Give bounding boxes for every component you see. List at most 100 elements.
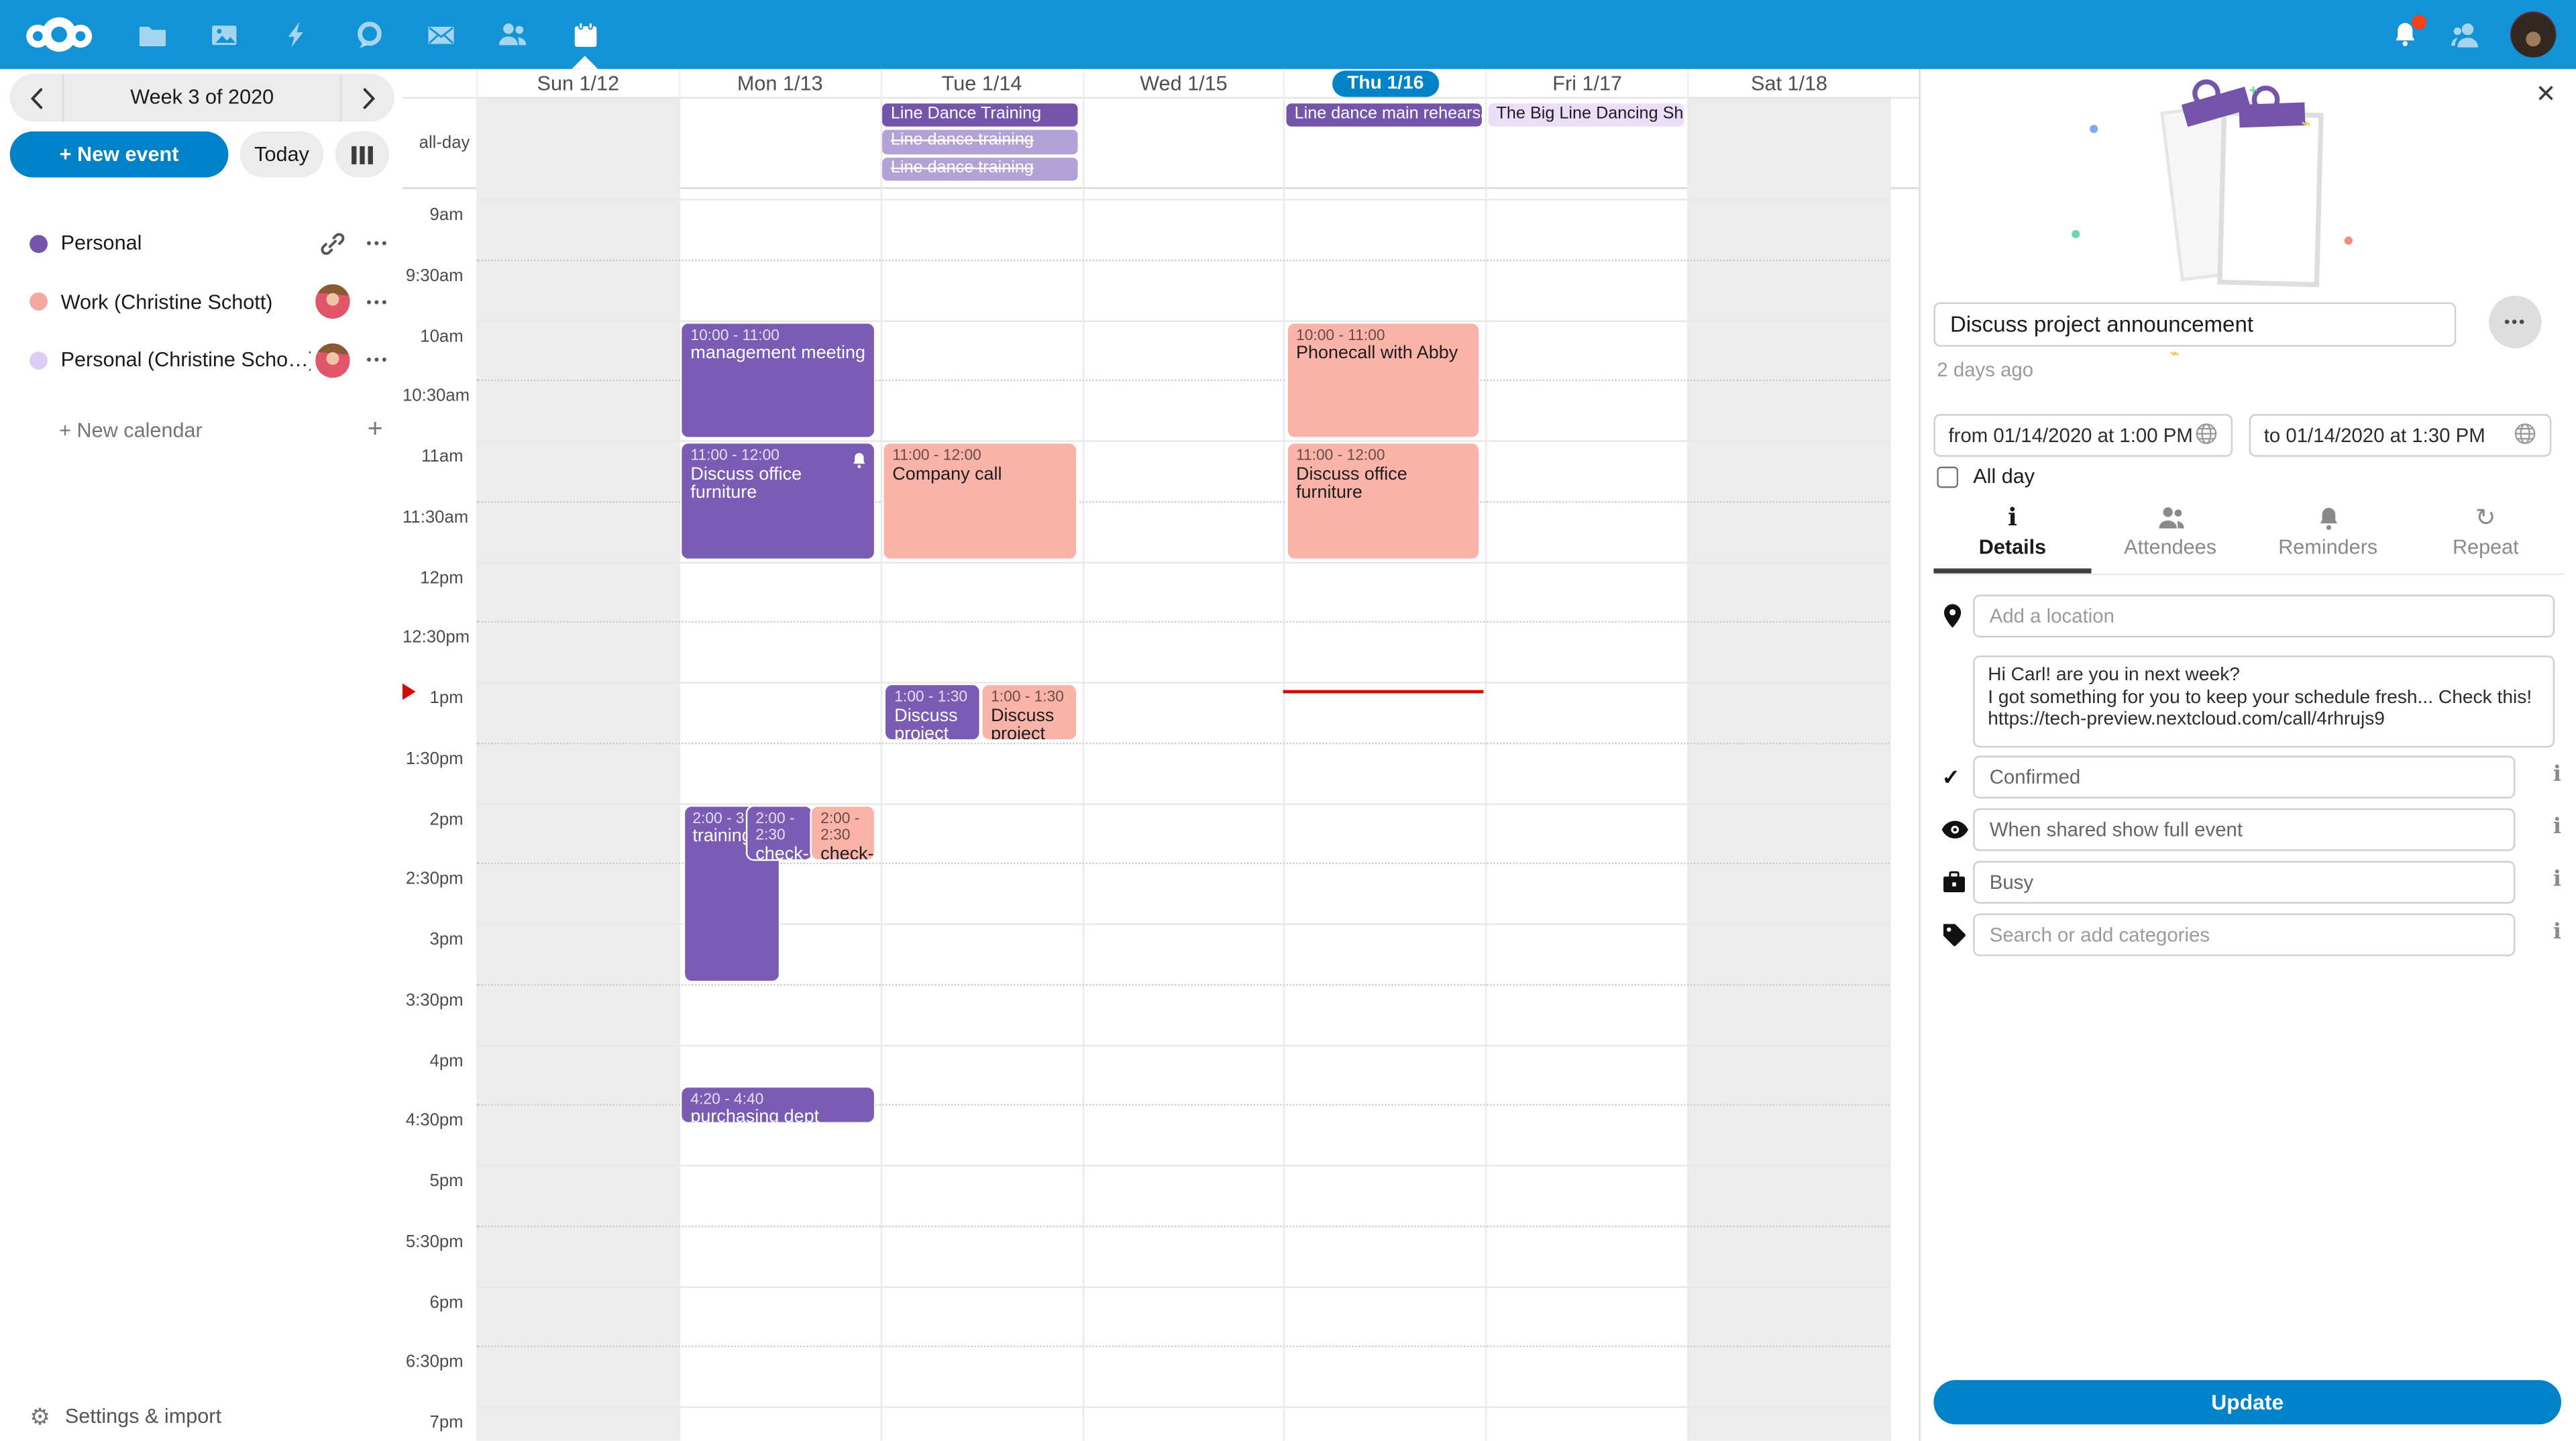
calendar-event[interactable]: 10:00 - 11:00 Phonecall with Abby xyxy=(1286,321,1481,439)
calendar-color-dot[interactable] xyxy=(30,292,48,311)
allday-cell[interactable] xyxy=(1687,98,1890,189)
calendar-event[interactable]: 11:00 - 12:00 Company call xyxy=(882,441,1077,559)
time-grid[interactable]: 9am 9:30am 10am 10:30am 11am 11:30am 12pm 12:30… xyxy=(402,189,1919,1441)
new-calendar-button[interactable]: + New calendar + xyxy=(0,406,402,455)
briefcase-icon xyxy=(1942,871,1967,894)
tab-repeat[interactable]: ↻ Repeat xyxy=(2407,499,2565,573)
all-day-event[interactable]: Line dance main rehearsal xyxy=(1286,103,1482,127)
tab-attendees[interactable]: Attendees xyxy=(2092,499,2249,573)
freebusy-select[interactable]: Busy xyxy=(1973,861,2516,904)
visibility-row: When shared show full event i xyxy=(1921,808,2576,851)
activity-app-icon[interactable] xyxy=(260,0,332,69)
day-column[interactable] xyxy=(1687,189,1890,1441)
end-datetime-field[interactable]: to 01/14/2020 at 1:30 PM xyxy=(2249,414,2552,457)
visibility-select[interactable]: When shared show full event xyxy=(1973,808,2516,851)
notifications-bell-icon[interactable] xyxy=(2390,15,2427,49)
today-button[interactable]: Today xyxy=(239,131,324,178)
event-actions-menu-button[interactable]: ••• xyxy=(2489,295,2542,349)
location-input[interactable] xyxy=(1973,594,2555,638)
allday-cell[interactable] xyxy=(879,98,1082,189)
tab-details[interactable]: i Details xyxy=(1933,499,2092,574)
mail-app-icon[interactable] xyxy=(404,0,476,69)
day-column[interactable] xyxy=(1485,189,1688,1441)
calendar-color-dot[interactable] xyxy=(30,233,48,252)
status-row: ✓ Confirmed i xyxy=(1921,755,2576,799)
reminders-bell-icon xyxy=(2316,504,2341,533)
allday-cell[interactable] xyxy=(1081,98,1284,189)
talk-app-icon[interactable] xyxy=(332,0,405,69)
status-info-icon[interactable]: i xyxy=(2553,762,2561,788)
all-day-event[interactable]: The Big Line Dancing Show xyxy=(1488,103,1684,127)
day-column[interactable] xyxy=(1081,189,1284,1441)
all-day-checkbox-label: All day xyxy=(1973,465,2035,488)
day-column[interactable] xyxy=(1283,189,1486,1441)
settings-import-button[interactable]: ⚙ Settings & import xyxy=(0,1398,402,1434)
view-toggle-button[interactable] xyxy=(335,131,390,178)
calendar-event[interactable]: 1:00 - 1:30 Discuss project xyxy=(981,683,1078,741)
timezone-globe-icon[interactable] xyxy=(2514,421,2536,449)
calendar-event[interactable]: 2:00 - 3:30 training xyxy=(682,804,782,982)
previous-week-button[interactable] xyxy=(10,74,64,122)
event-title-input[interactable] xyxy=(1933,302,2457,347)
event-time: 1:00 - 1:30 xyxy=(991,688,1064,705)
allday-cell[interactable] xyxy=(1283,98,1486,189)
contacts-app-icon[interactable] xyxy=(476,0,549,69)
calendar-menu-button[interactable]: ••• xyxy=(366,352,390,368)
allday-cell[interactable] xyxy=(678,98,880,189)
start-datetime-field[interactable]: from 01/14/2020 at 1:00 PM xyxy=(1933,414,2233,457)
share-link-icon[interactable] xyxy=(311,231,354,256)
info-icon: i xyxy=(2007,502,2017,533)
day-column[interactable] xyxy=(678,189,880,1441)
calendar-event[interactable]: 10:00 - 11:00 management meeting xyxy=(680,321,875,439)
nextcloud-logo-icon[interactable] xyxy=(25,11,94,66)
all-day-event[interactable]: Line Dance Training xyxy=(882,103,1078,127)
calendar-list-item[interactable]: Personal (Christine Scho…) ••• xyxy=(0,332,402,388)
all-day-checkbox-row[interactable]: All day xyxy=(1937,465,2035,488)
status-select[interactable]: Confirmed xyxy=(1973,755,2516,799)
allday-cell[interactable] xyxy=(476,98,679,189)
categories-input[interactable] xyxy=(1973,913,2516,957)
calendar-menu-button[interactable]: ••• xyxy=(366,235,390,252)
owner-avatar-wrap xyxy=(311,284,354,319)
next-week-button[interactable] xyxy=(339,74,394,122)
update-button[interactable]: Update xyxy=(1933,1380,2561,1425)
all-day-event[interactable]: Line dance training xyxy=(882,157,1078,182)
files-app-icon[interactable] xyxy=(115,0,187,69)
event-time: 11:00 - 12:00 xyxy=(892,447,981,464)
calendar-event[interactable]: 11:00 - 12:00 Discuss office furniture xyxy=(680,441,875,559)
visibility-info-icon[interactable]: i xyxy=(2553,814,2561,840)
calendar-event[interactable]: 4:20 - 4:40 purchasing dept xyxy=(680,1085,875,1123)
day-header-1: Mon 1/13 xyxy=(678,68,880,99)
new-event-button[interactable]: + New event xyxy=(9,131,229,178)
description-row: Hi Carl! are you in next week? I got som… xyxy=(1921,655,2576,748)
all-day-checkbox[interactable] xyxy=(1937,466,1959,488)
event-title: Discuss project xyxy=(991,705,1055,741)
day-column[interactable] xyxy=(476,189,679,1441)
user-avatar[interactable] xyxy=(2510,11,2557,58)
freebusy-info-icon[interactable]: i xyxy=(2553,867,2561,892)
close-icon[interactable]: ✕ xyxy=(2535,80,2557,109)
timezone-globe-icon[interactable] xyxy=(2195,421,2218,449)
calendar-list-item[interactable]: Personal ••• xyxy=(0,215,402,271)
categories-info-icon[interactable]: i xyxy=(2553,920,2561,945)
week-label[interactable]: Week 3 of 2020 xyxy=(130,85,274,109)
event-title: purchasing dept xyxy=(690,1108,820,1123)
calendar-list-item[interactable]: Work (Christine Schott) ••• xyxy=(0,274,402,329)
contacts-menu-icon[interactable] xyxy=(2448,17,2482,52)
photos-app-icon[interactable] xyxy=(187,0,260,69)
calendar-color-dot[interactable] xyxy=(30,350,48,369)
tab-reminders[interactable]: Reminders xyxy=(2249,499,2407,573)
calendar-event[interactable]: 11:00 - 12:00 Discuss office furniture xyxy=(1286,441,1481,559)
day-column[interactable] xyxy=(879,189,1082,1441)
event-time: 11:00 - 12:00 xyxy=(1296,447,1385,464)
event-title: Discuss office furniture xyxy=(1296,464,1407,503)
grid-line xyxy=(476,1104,1890,1106)
calendar-app-icon[interactable] xyxy=(549,0,621,69)
description-textarea[interactable]: Hi Carl! are you in next week? I got som… xyxy=(1973,655,2555,748)
all-day-event[interactable]: Line dance training xyxy=(882,129,1078,154)
allday-cell[interactable] xyxy=(1485,98,1688,189)
calendar-menu-button[interactable]: ••• xyxy=(366,293,390,310)
